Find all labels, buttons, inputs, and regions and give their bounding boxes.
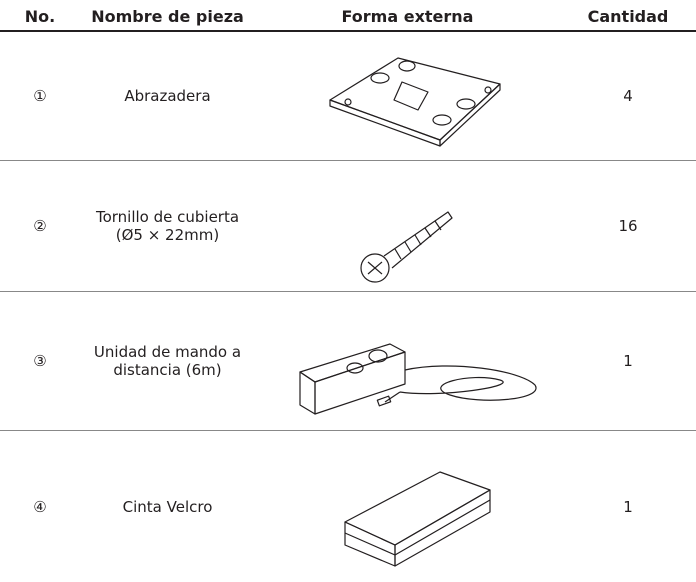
part-name-line: Unidad de mando a — [93, 343, 242, 361]
part-name-line: distancia (6m) — [113, 361, 222, 379]
part-number: ③ — [33, 352, 47, 370]
part-name-line: Tornillo de cubierta — [95, 208, 240, 226]
part-name-line: (Ø5 × 22mm) — [115, 226, 220, 244]
row-rule — [0, 291, 696, 292]
row-rule — [0, 430, 696, 431]
velcro-illustration — [344, 471, 491, 567]
part-quantity: 4 — [623, 87, 633, 105]
screw-illustration — [360, 211, 453, 283]
part-name-line: Cinta Velcro — [122, 497, 213, 516]
part-quantity: 1 — [623, 352, 633, 370]
column-header: No. — [24, 7, 56, 26]
header-rule — [0, 30, 696, 32]
part-name-line: Abrazadera — [124, 87, 211, 105]
bracket-illustration — [329, 57, 501, 147]
column-header: Cantidad — [587, 7, 669, 26]
part-quantity: 1 — [623, 497, 633, 516]
part-name: Tornillo de cubierta (Ø5 × 22mm) — [80, 161, 255, 291]
part-number: ④ — [33, 497, 47, 516]
part-number: ② — [33, 217, 47, 235]
part-name: Abrazadera — [80, 32, 255, 160]
part-name: Cinta Velcro — [80, 431, 255, 582]
column-header: Nombre de pieza — [91, 7, 244, 26]
part-number: ① — [33, 87, 47, 105]
remote-illustration — [299, 343, 537, 415]
part-name: Unidad de mando a distancia (6m) — [80, 292, 255, 430]
row-rule — [0, 160, 696, 161]
column-header: Forma externa — [341, 7, 474, 26]
part-quantity: 16 — [618, 217, 638, 235]
